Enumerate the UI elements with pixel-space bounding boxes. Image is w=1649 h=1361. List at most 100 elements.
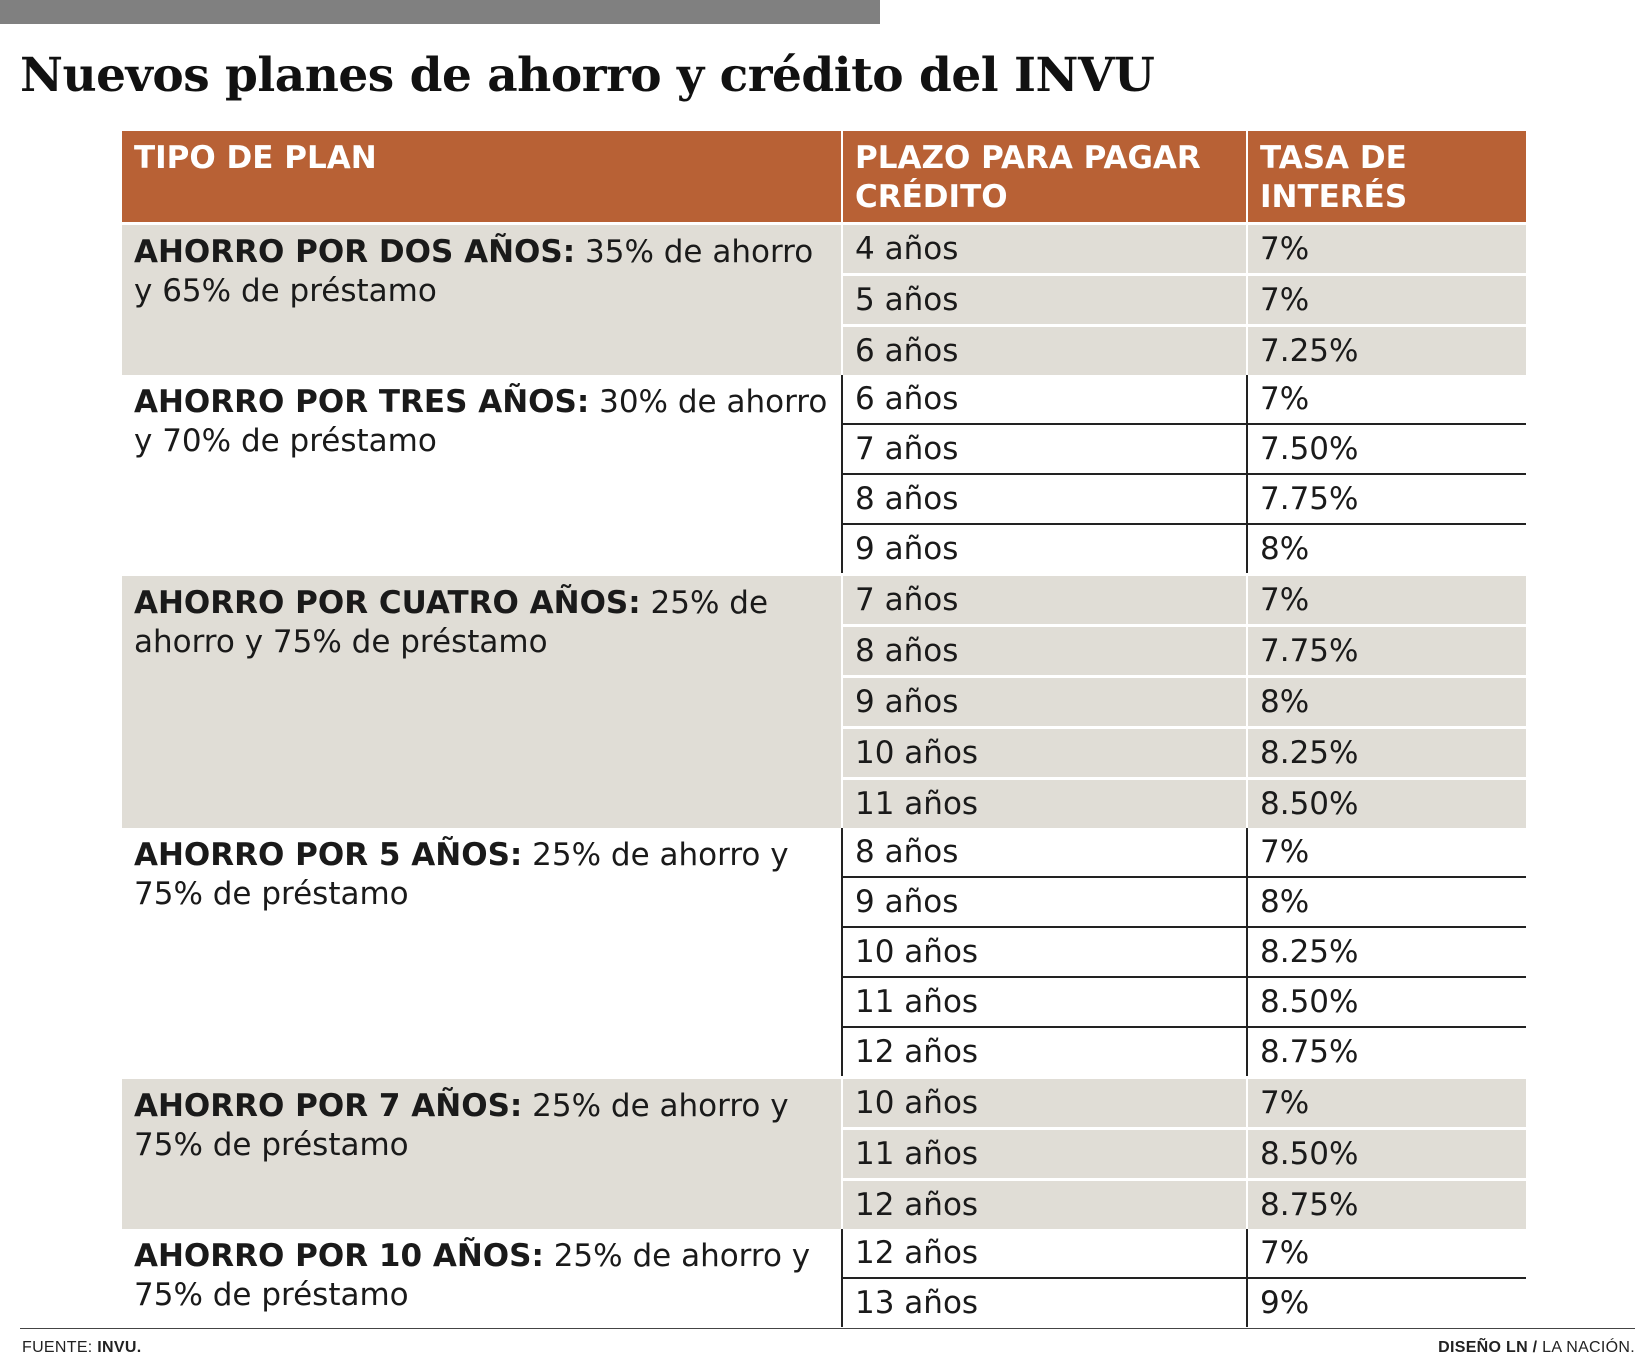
table-row: 9 años 8% xyxy=(122,523,1526,575)
header-term: PLAZO PARA PAGAR CRÉDITO xyxy=(841,131,1247,224)
table-row: 6 años 7.25% xyxy=(122,324,1526,375)
term-cell: 11 años xyxy=(841,777,1247,828)
term-cell: 12 años xyxy=(841,1026,1247,1078)
rate-cell: 7% xyxy=(1246,273,1526,326)
table-row: 10 años 8.25% xyxy=(122,726,1526,779)
plan-name: AHORRO POR TRES AÑOS: xyxy=(134,384,590,420)
term-cell: 10 años xyxy=(841,726,1247,779)
term-cell: 11 años xyxy=(841,1127,1247,1180)
plan-type-cell: AHORRO POR 7 AÑOS: 25% de ahorro y 75% d… xyxy=(122,1076,842,1229)
plan-description: 25% de ahorro y 75% de préstamo xyxy=(134,1238,811,1313)
term-cell: 9 años xyxy=(841,876,1247,927)
term-cell: 8 años xyxy=(841,473,1247,524)
table-row: 5 años 7% xyxy=(122,273,1526,326)
term-cell: 6 años xyxy=(841,324,1247,375)
rate-cell: 7.75% xyxy=(1246,624,1526,677)
plan-type-cell: AHORRO POR DOS AÑOS: 35% de ahorro y 65%… xyxy=(122,222,842,375)
term-cell: 9 años xyxy=(841,523,1247,575)
plans-table: TIPO DE PLAN PLAZO PARA PAGAR CRÉDITO TA… xyxy=(122,131,1526,1327)
rate-cell: 8.25% xyxy=(1246,726,1526,779)
plan-name: AHORRO POR 10 AÑOS: xyxy=(134,1238,544,1274)
term-cell: 4 años xyxy=(841,222,1247,275)
term-cell: 13 años xyxy=(841,1277,1247,1327)
table-row: AHORRO POR TRES AÑOS: 30% de ahorro y 70… xyxy=(122,375,1526,575)
table-row: 10 años 8.25% xyxy=(122,926,1526,977)
table-row: 13 años 9% xyxy=(122,1277,1526,1327)
rate-cell: 8% xyxy=(1246,523,1526,575)
rate-cell: 8.50% xyxy=(1246,777,1526,828)
table-row: AHORRO POR CUATRO AÑOS: 25% de ahorro y … xyxy=(122,573,1526,828)
term-cell: 7 años xyxy=(841,573,1247,626)
rate-cell: 8.75% xyxy=(1246,1178,1526,1229)
rate-cell: 7% xyxy=(1246,573,1526,626)
table-header: TIPO DE PLAN PLAZO PARA PAGAR CRÉDITO TA… xyxy=(122,131,1526,224)
footer-divider xyxy=(20,1328,1635,1329)
term-cell: 5 años xyxy=(841,273,1247,326)
rate-cell: 8% xyxy=(1246,675,1526,728)
table-row: AHORRO POR 7 AÑOS: 25% de ahorro y 75% d… xyxy=(122,1076,1526,1229)
header-rate: TASA DE INTERÉS xyxy=(1246,131,1526,224)
page-title: Nuevos planes de ahorro y crédito del IN… xyxy=(20,48,1155,103)
rate-cell: 8.50% xyxy=(1246,976,1526,1027)
table-row: 11 años 8.50% xyxy=(122,976,1526,1027)
plan-group: AHORRO POR CUATRO AÑOS: 25% de ahorro y … xyxy=(122,573,1526,828)
term-cell: 6 años xyxy=(841,375,1247,424)
design-credit-label: DISEÑO LN / xyxy=(1438,1339,1538,1356)
header-plan-type: TIPO DE PLAN xyxy=(122,131,842,224)
plan-group: AHORRO POR DOS AÑOS: 35% de ahorro y 65%… xyxy=(122,222,1526,375)
plan-description: 25% de ahorro y 75% de préstamo xyxy=(134,1088,789,1163)
plan-name: AHORRO POR 5 AÑOS: xyxy=(134,837,523,873)
term-cell: 12 años xyxy=(841,1178,1247,1229)
term-cell: 12 años xyxy=(841,1229,1247,1278)
plan-group: AHORRO POR 7 AÑOS: 25% de ahorro y 75% d… xyxy=(122,1076,1526,1229)
top-decorative-bar xyxy=(0,0,880,24)
plan-group: AHORRO POR TRES AÑOS: 30% de ahorro y 70… xyxy=(122,375,1526,575)
plan-type-cell: AHORRO POR CUATRO AÑOS: 25% de ahorro y … xyxy=(122,573,842,828)
rate-cell: 8.50% xyxy=(1246,1127,1526,1180)
table-row: 9 años 8% xyxy=(122,876,1526,927)
plan-name: AHORRO POR CUATRO AÑOS: xyxy=(134,585,641,621)
rate-cell: 7% xyxy=(1246,375,1526,424)
table-row: AHORRO POR 10 AÑOS: 25% de ahorro y 75% … xyxy=(122,1229,1526,1327)
plan-type-cell: AHORRO POR 5 AÑOS: 25% de ahorro y 75% d… xyxy=(122,828,842,1078)
table-row: AHORRO POR DOS AÑOS: 35% de ahorro y 65%… xyxy=(122,222,1526,375)
rate-cell: 8.25% xyxy=(1246,926,1526,977)
rate-cell: 7% xyxy=(1246,1229,1526,1278)
table-row: 11 años 8.50% xyxy=(122,1127,1526,1180)
plan-description: 30% de ahorro y 70% de préstamo xyxy=(134,384,828,459)
table-row: AHORRO POR 5 AÑOS: 25% de ahorro y 75% d… xyxy=(122,828,1526,1078)
term-cell: 8 años xyxy=(841,624,1247,677)
rate-cell: 8.75% xyxy=(1246,1026,1526,1078)
table-row: 8 años 7.75% xyxy=(122,624,1526,677)
rate-cell: 7% xyxy=(1246,828,1526,877)
plan-type-cell: AHORRO POR TRES AÑOS: 30% de ahorro y 70… xyxy=(122,375,842,575)
rate-cell: 7.75% xyxy=(1246,473,1526,524)
rate-cell: 7% xyxy=(1246,1076,1526,1129)
rate-cell: 7.25% xyxy=(1246,324,1526,375)
design-credit: DISEÑO LN / LA NACIÓN. xyxy=(1438,1339,1635,1357)
header-row: TIPO DE PLAN PLAZO PARA PAGAR CRÉDITO TA… xyxy=(122,131,1526,224)
term-cell: 11 años xyxy=(841,976,1247,1027)
rate-cell: 7% xyxy=(1246,222,1526,275)
source-value: INVU. xyxy=(97,1339,142,1356)
table-row: 12 años 8.75% xyxy=(122,1178,1526,1229)
plan-name: AHORRO POR 7 AÑOS: xyxy=(134,1088,523,1124)
plan-description: 25% de ahorro y 75% de préstamo xyxy=(134,837,789,912)
plan-description: 25% de ahorro y 75% de préstamo xyxy=(134,585,769,660)
term-cell: 9 años xyxy=(841,675,1247,728)
design-credit-value: LA NACIÓN. xyxy=(1537,1339,1635,1356)
rate-cell: 8% xyxy=(1246,876,1526,927)
plan-type-cell: AHORRO POR 10 AÑOS: 25% de ahorro y 75% … xyxy=(122,1229,842,1327)
plan-name: AHORRO POR DOS AÑOS: xyxy=(134,234,576,270)
term-cell: 7 años xyxy=(841,423,1247,474)
table-row: 8 años 7.75% xyxy=(122,473,1526,524)
plan-description: 35% de ahorro y 65% de préstamo xyxy=(134,234,814,309)
source-label: FUENTE: xyxy=(22,1339,98,1356)
term-cell: 10 años xyxy=(841,926,1247,977)
term-cell: 8 años xyxy=(841,828,1247,877)
table-row: 11 años 8.50% xyxy=(122,777,1526,828)
plan-group: AHORRO POR 10 AÑOS: 25% de ahorro y 75% … xyxy=(122,1229,1526,1327)
term-cell: 10 años xyxy=(841,1076,1247,1129)
table-row: 9 años 8% xyxy=(122,675,1526,728)
rate-cell: 7.50% xyxy=(1246,423,1526,474)
